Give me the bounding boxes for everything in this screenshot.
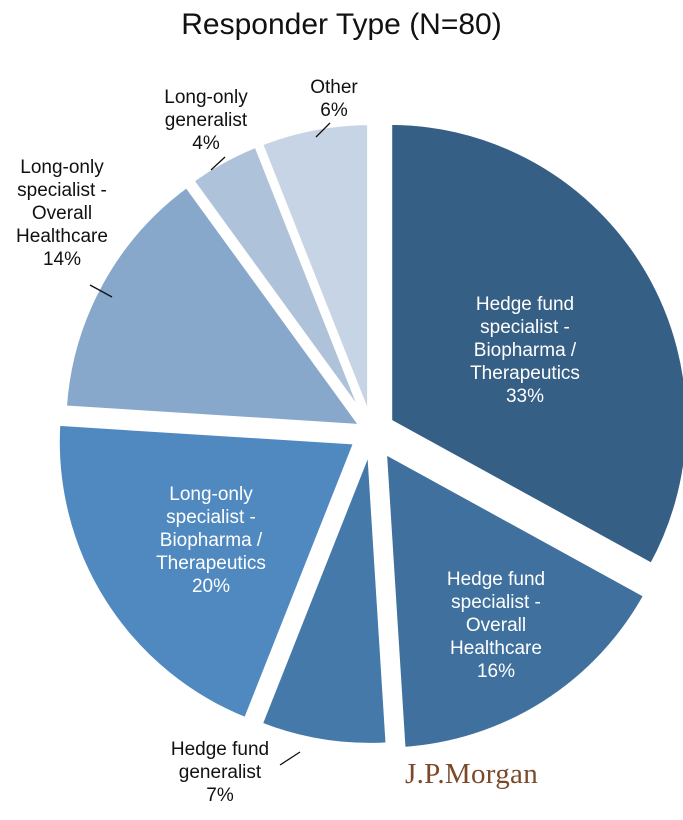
slice-label-line: 14% xyxy=(43,249,81,270)
slice-label: Hedge fund specialist -Biopharma / Therape… xyxy=(470,294,580,407)
pie-slice xyxy=(380,445,651,754)
slice-label-line: 20% xyxy=(192,576,230,597)
slice-label-line: Long-only xyxy=(169,484,253,505)
slice-label-line: specialist - xyxy=(480,317,570,338)
slice-label-line: generalist xyxy=(179,762,262,783)
pie-slice xyxy=(386,118,683,571)
slice-label-line: Therapeutics xyxy=(470,363,580,384)
jp-morgan-logo: J.P.Morgan xyxy=(405,758,538,790)
slice-label-line: Biopharma / xyxy=(474,340,577,361)
slice-label: Hedge fund generalist 7% xyxy=(171,739,269,806)
slice-label: Other 6% xyxy=(310,77,358,121)
leader-line xyxy=(279,751,301,766)
slice-label-line: Overall xyxy=(32,203,92,224)
pie-slice xyxy=(60,180,370,431)
pie-slice xyxy=(186,140,370,426)
slice-label: Long-only generalist 4% xyxy=(164,87,248,154)
slice-label-line: Biopharma / xyxy=(160,530,263,551)
slice-label: Long-only specialist -Biopharma / Therapeu… xyxy=(156,484,266,597)
slice-label-line: specialist - xyxy=(17,180,107,201)
chart-title: Responder Type (N=80) xyxy=(181,8,502,41)
slice-label-line: Therapeutics xyxy=(156,553,266,574)
pie-slice xyxy=(255,444,392,749)
slice-label-line: Other xyxy=(310,77,358,98)
slice-label-line: 4% xyxy=(192,133,220,154)
slice-label-line: specialist - xyxy=(166,507,256,528)
slice-label-line: Long-only xyxy=(20,157,104,178)
slice-label-line: generalist xyxy=(165,110,248,131)
slice-label: Hedge fund specialist -Overall Healthcare 1… xyxy=(447,569,545,682)
slice-label-line: 16% xyxy=(477,661,515,682)
pie-slice xyxy=(53,419,362,725)
pie-slice xyxy=(255,119,374,424)
slice-label-line: specialist - xyxy=(451,592,541,613)
slice-label-line: 33% xyxy=(506,386,544,407)
slice-label-line: Healthcare xyxy=(16,226,108,247)
slice-label-line: Hedge fund xyxy=(447,569,545,590)
slice-label-line: Hedge fund xyxy=(476,294,574,315)
slice-label-line: Overall xyxy=(466,615,526,636)
slice-label-line: Healthcare xyxy=(450,638,542,659)
leader-line xyxy=(89,284,113,298)
slice-label-line: 7% xyxy=(206,785,234,806)
leader-line xyxy=(315,122,331,138)
leader-line xyxy=(210,156,226,171)
slice-label-line: 6% xyxy=(320,100,348,121)
slice-label-line: Hedge fund xyxy=(171,739,269,760)
slice-label-line: Long-only xyxy=(164,87,248,108)
slice-label: Long-only specialist -Overall Healthcare 14… xyxy=(16,157,108,270)
